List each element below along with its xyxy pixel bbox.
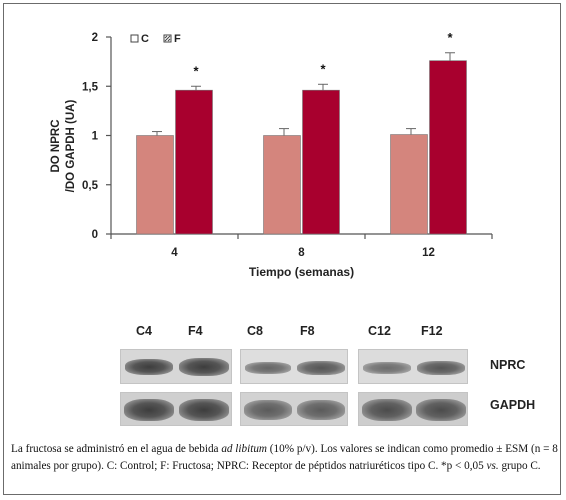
band-gapdh-c4 — [124, 399, 174, 421]
bar-f-4 — [175, 89, 213, 235]
y-tick-label-3: 1,5 — [82, 81, 99, 93]
figure-caption: La fructosa se administró en el agua de … — [11, 441, 559, 474]
bar-f-12 — [429, 60, 467, 235]
band-gapdh-f4 — [179, 399, 229, 421]
band-nprc-f8 — [297, 361, 345, 375]
y-axis-title-line1: DO NPRC — [50, 119, 62, 172]
band-nprc-c8 — [245, 362, 291, 374]
significance-mark-4: * — [193, 63, 199, 78]
protein-label-nprc: NPRC — [490, 358, 526, 372]
y-tick-label-2: 1 — [92, 131, 99, 143]
bar-c-4 — [136, 135, 174, 235]
band-nprc-c4 — [125, 359, 173, 375]
legend-label-c: C — [141, 33, 149, 45]
lane-label-f4: F4 — [188, 324, 203, 338]
bar-c-12 — [390, 134, 428, 235]
y-tick-label-0: 0 — [92, 229, 98, 241]
legend-label-f: F — [174, 33, 181, 45]
y-tick-label-4: 2 — [92, 32, 98, 44]
blot-panel-nprc-4wk — [120, 349, 232, 384]
blot-panel-gapdh-4wk — [120, 392, 232, 426]
blot-panel-nprc-12wk — [358, 349, 468, 384]
y-tick-label-1: 0,5 — [82, 180, 99, 192]
band-gapdh-c12 — [362, 399, 412, 421]
band-gapdh-f8 — [297, 400, 345, 420]
legend-swatch-c — [130, 34, 139, 43]
band-gapdh-c8 — [244, 400, 292, 420]
caption-italic-2: vs. — [486, 459, 499, 472]
bar-chart: 0 0,5 1 1,5 2 * 4 * 8 * 12 Tiempo (semanas) DO NPRC /… — [50, 30, 493, 279]
figure-frame — [3, 3, 561, 495]
lane-label-f12: F12 — [421, 324, 443, 338]
caption-italic-1: ad libitum — [221, 443, 267, 455]
band-gapdh-f12 — [416, 399, 466, 421]
significance-mark-12: * — [447, 30, 453, 45]
band-nprc-c12 — [363, 362, 411, 374]
blot-panel-gapdh-12wk — [358, 392, 468, 426]
x-axis-title: Tiempo (semanas) — [249, 265, 354, 279]
lane-label-c12: C12 — [368, 324, 391, 338]
legend-swatch-f-hatch-3 — [167, 38, 171, 42]
y-axis-title-line2: /DO GAPDH (UA) — [65, 100, 77, 193]
lane-label-c8: C8 — [247, 324, 263, 338]
bar-c-8 — [263, 135, 301, 235]
bar-f-8 — [302, 89, 340, 235]
legend-swatch-f-hatch-1 — [164, 35, 171, 42]
band-nprc-f4 — [179, 358, 229, 376]
x-tick-label-4: 4 — [171, 247, 178, 259]
caption-text-3: grupo C. — [498, 459, 541, 472]
x-tick-label-8: 8 — [298, 247, 305, 259]
protein-label-gapdh: GAPDH — [490, 398, 536, 412]
significance-mark-8: * — [320, 61, 326, 76]
x-tick-label-12: 12 — [422, 247, 435, 259]
lane-label-c4: C4 — [136, 324, 152, 338]
blot-panel-gapdh-8wk — [240, 392, 348, 426]
blot-panel-nprc-8wk — [240, 349, 348, 384]
legend-swatch-f-hatch-2 — [164, 35, 168, 39]
lane-label-f8: F8 — [300, 324, 315, 338]
caption-text-1: La fructosa se administró en el agua de … — [11, 443, 222, 455]
caption-text-2: (10% p/v). Los valores se indican como p… — [11, 443, 558, 472]
band-nprc-f12 — [417, 361, 465, 375]
